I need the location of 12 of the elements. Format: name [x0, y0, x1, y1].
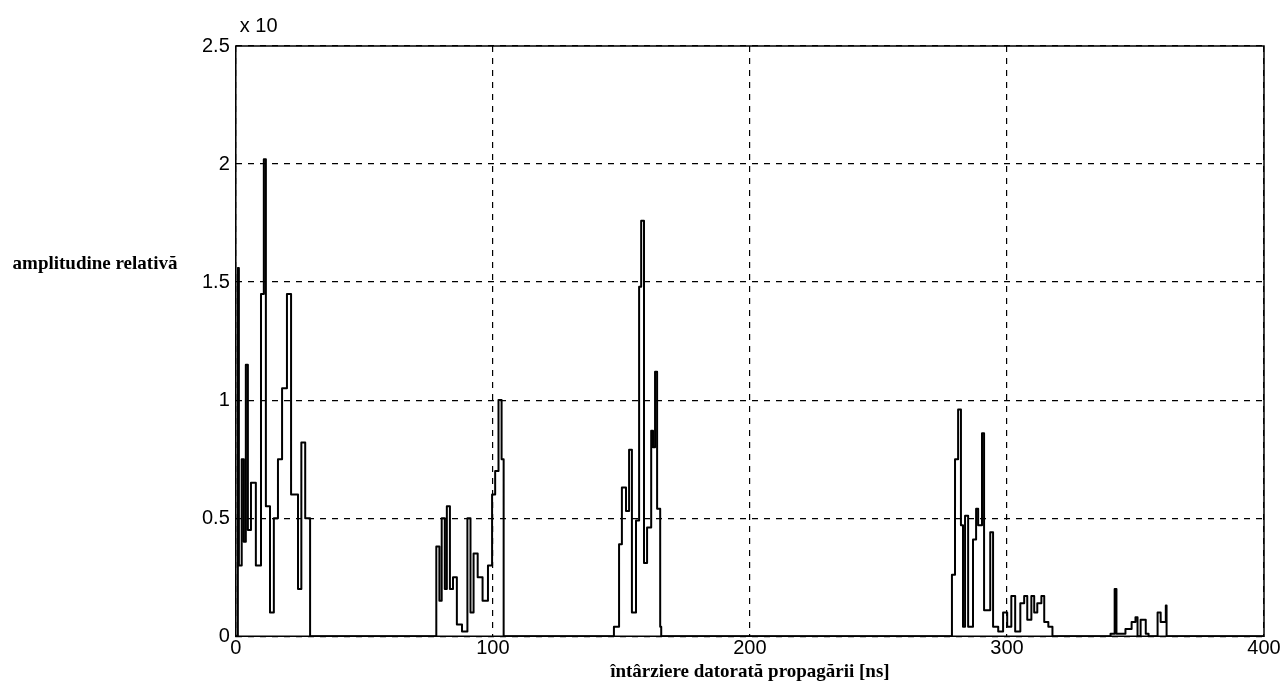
y-axis-title: amplitudine relativă [11, 251, 179, 275]
y-tick-label: 2.5 [201, 33, 230, 56]
x-tick-label: 400 [1247, 635, 1281, 658]
x-tick-label: 100 [476, 635, 510, 658]
y-tick-label: 1 [218, 387, 230, 410]
y-tick-label: 0.5 [201, 505, 230, 528]
x-tick-label: 200 [733, 635, 767, 658]
y-tick-label: 1.5 [201, 269, 230, 292]
y-tick-label: 2 [218, 151, 230, 174]
x-axis-title: întârziere datorată propagării [ns] [609, 659, 890, 681]
x-tick-label: 300 [990, 635, 1024, 658]
text: x 10 [239, 13, 278, 36]
